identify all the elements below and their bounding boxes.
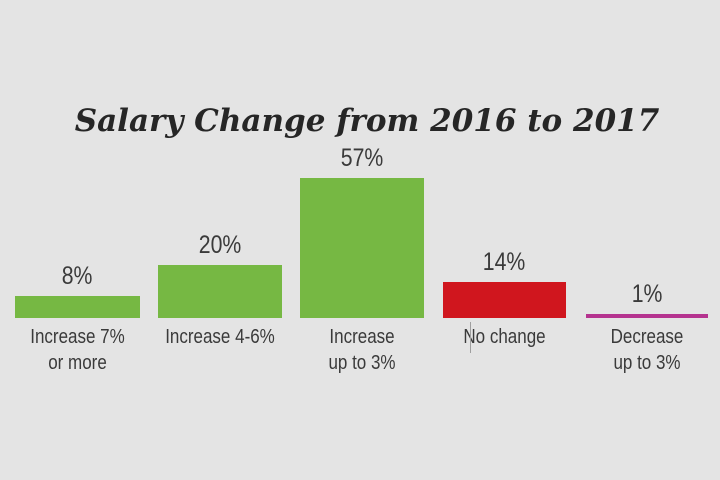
bar-column-increase-4-6: 20%	[158, 0, 282, 318]
category-label-increase-7-or-more: Increase 7% or more	[30, 326, 125, 374]
bar-column-increase-7-or-more: 8%	[15, 0, 140, 318]
bar-increase-up-to-3	[300, 178, 424, 318]
category-label-increase-4-6: Increase 4-6%	[165, 326, 275, 348]
bar-value-label: 14%	[483, 248, 526, 276]
bar-value-label: 1%	[631, 280, 663, 308]
bar-value-label: 8%	[62, 262, 93, 290]
bar-value-label: 57%	[340, 144, 384, 172]
bar-column-increase-up-to-3: 57%	[300, 0, 424, 318]
bar-column-no-change: 14%	[443, 0, 566, 318]
chart-title: Salary Change from 2016 to 2017	[74, 103, 660, 139]
category-label-increase-up-to-3: Increase up to 3%	[328, 326, 396, 374]
bar-increase-4-6	[158, 265, 282, 318]
bar-decrease-up-to-3	[586, 314, 708, 318]
bar-increase-7-or-more	[15, 296, 140, 318]
category-label-no-change: No change	[463, 326, 546, 348]
category-label-decrease-up-to-3: Decrease up to 3%	[610, 326, 684, 374]
bar-column-decrease-up-to-3: 1%	[586, 0, 708, 318]
bar-value-label: 20%	[198, 231, 242, 259]
stray-tick-line	[470, 322, 471, 353]
bar-no-change	[443, 282, 566, 318]
